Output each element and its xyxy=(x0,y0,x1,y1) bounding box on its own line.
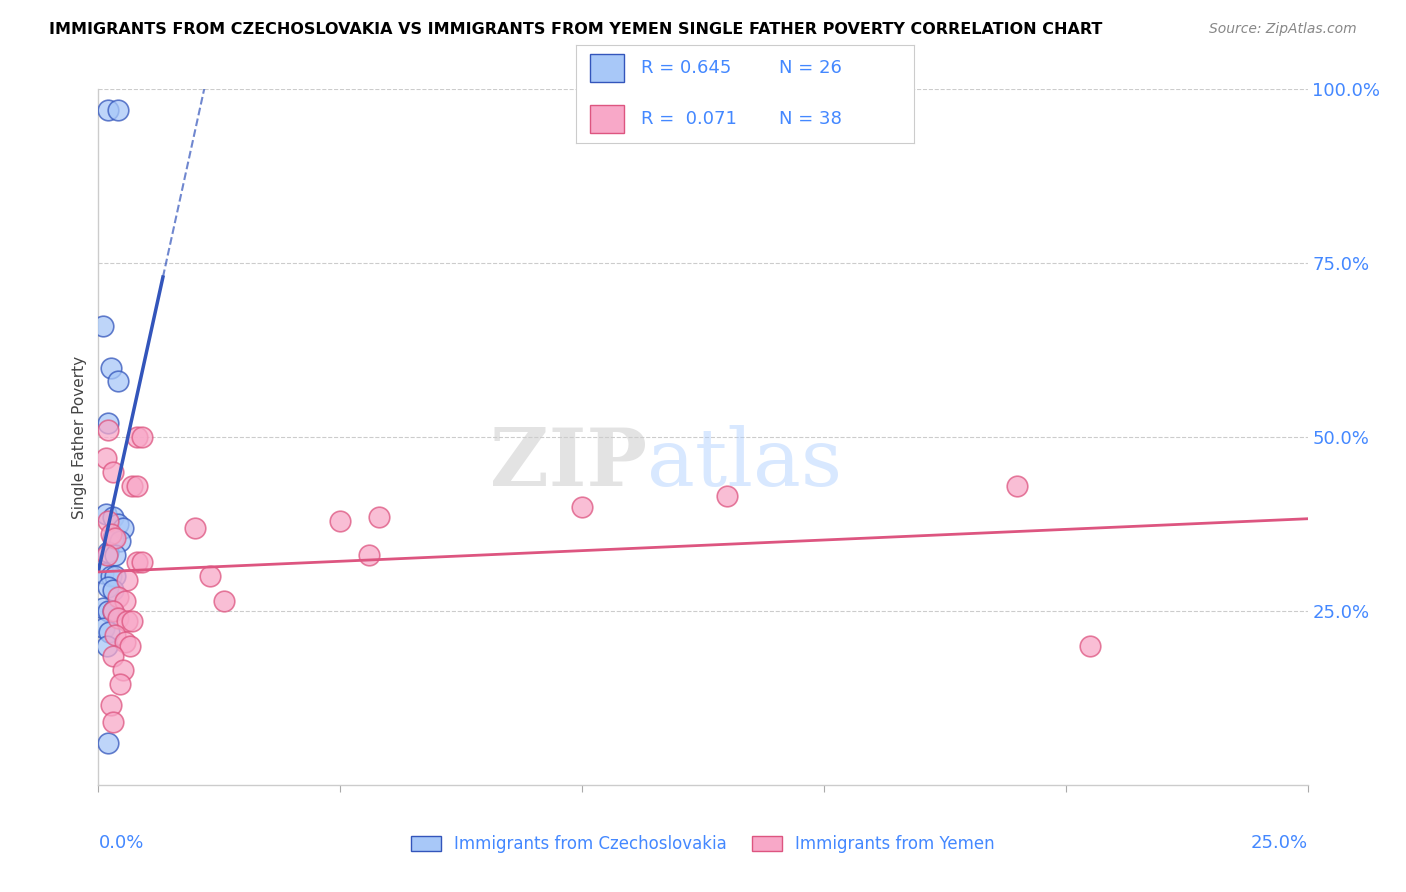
Point xyxy=(97,545,120,559)
Point xyxy=(121,479,143,493)
Point xyxy=(368,510,391,524)
Point xyxy=(104,531,127,545)
Point xyxy=(114,593,136,607)
Bar xyxy=(591,105,624,133)
Point xyxy=(716,489,738,503)
Point xyxy=(198,569,221,583)
Point xyxy=(114,635,136,649)
Point xyxy=(127,430,149,444)
Point xyxy=(107,611,129,625)
Point xyxy=(94,450,117,465)
Point xyxy=(107,375,129,389)
Point xyxy=(91,566,114,580)
Point xyxy=(97,736,120,750)
Point xyxy=(359,549,381,563)
Point xyxy=(101,604,124,618)
Point xyxy=(101,465,124,479)
Point xyxy=(97,604,120,618)
Point xyxy=(107,103,129,117)
Point xyxy=(96,639,118,653)
Point xyxy=(212,593,235,607)
Point xyxy=(101,715,124,730)
Point xyxy=(329,514,352,528)
Point xyxy=(97,423,120,437)
Point xyxy=(101,604,124,618)
Text: R = 0.645: R = 0.645 xyxy=(641,59,731,77)
Point xyxy=(100,569,122,583)
Point xyxy=(97,580,120,594)
Point xyxy=(93,621,115,635)
Point xyxy=(1078,639,1101,653)
Point xyxy=(127,479,149,493)
Point xyxy=(108,534,131,549)
Point xyxy=(111,520,134,534)
Point xyxy=(107,590,129,604)
Point xyxy=(91,600,114,615)
Point xyxy=(184,520,207,534)
Point xyxy=(96,549,118,563)
Point xyxy=(98,624,121,639)
Bar xyxy=(591,54,624,82)
Point xyxy=(107,516,129,531)
Point xyxy=(117,573,139,587)
Point xyxy=(91,318,114,333)
Point xyxy=(121,615,143,629)
Point xyxy=(118,639,141,653)
Text: 25.0%: 25.0% xyxy=(1250,834,1308,852)
Text: N = 38: N = 38 xyxy=(779,111,842,128)
Text: R =  0.071: R = 0.071 xyxy=(641,111,737,128)
Point xyxy=(97,416,120,430)
Point xyxy=(100,527,122,541)
Point xyxy=(108,677,131,691)
Point xyxy=(104,628,127,642)
Point xyxy=(100,360,122,375)
Legend: Immigrants from Czechoslovakia, Immigrants from Yemen: Immigrants from Czechoslovakia, Immigran… xyxy=(405,829,1001,860)
Text: atlas: atlas xyxy=(647,425,842,503)
Point xyxy=(101,510,124,524)
Text: ZIP: ZIP xyxy=(489,425,647,503)
Point xyxy=(100,698,122,712)
Point xyxy=(97,103,120,117)
Point xyxy=(131,430,153,444)
Point xyxy=(127,555,149,569)
Point xyxy=(101,649,124,664)
Point xyxy=(97,514,120,528)
Point xyxy=(104,569,127,583)
Point xyxy=(117,615,139,629)
Point xyxy=(104,549,127,563)
Point xyxy=(94,507,117,521)
Text: 0.0%: 0.0% xyxy=(98,834,143,852)
Y-axis label: Single Father Poverty: Single Father Poverty xyxy=(72,356,87,518)
Text: N = 26: N = 26 xyxy=(779,59,842,77)
Point xyxy=(571,500,593,514)
Point xyxy=(131,555,153,569)
Point xyxy=(111,663,134,677)
Text: Source: ZipAtlas.com: Source: ZipAtlas.com xyxy=(1209,22,1357,37)
Text: IMMIGRANTS FROM CZECHOSLOVAKIA VS IMMIGRANTS FROM YEMEN SINGLE FATHER POVERTY CO: IMMIGRANTS FROM CZECHOSLOVAKIA VS IMMIGR… xyxy=(49,22,1102,37)
Point xyxy=(101,583,124,598)
Point xyxy=(1007,479,1029,493)
Point xyxy=(101,531,124,545)
